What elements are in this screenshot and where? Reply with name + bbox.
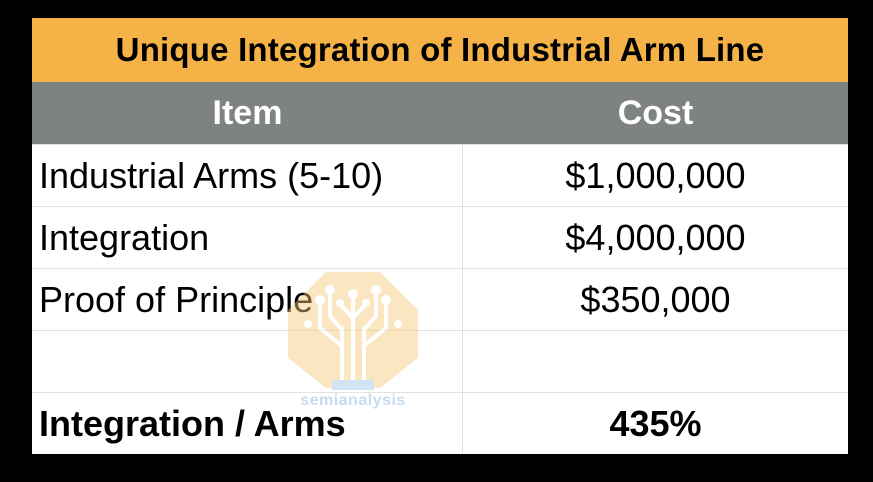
row-item: Integration (32, 207, 463, 268)
header-cost: Cost (617, 93, 694, 132)
row-cost: $1,000,000 (565, 154, 746, 196)
row-item (32, 331, 463, 392)
row-item: Industrial Arms (5-10) (32, 145, 463, 206)
table-row: Industrial Arms (5-10) $1,000,000 (32, 144, 848, 206)
row-item: Proof of Principle (32, 269, 463, 330)
row-cost: $350,000 (580, 278, 731, 320)
table-title: Unique Integration of Industrial Arm Lin… (32, 18, 848, 82)
total-item: Integration / Arms (32, 393, 463, 454)
table-row-empty (32, 330, 848, 392)
row-cost (463, 331, 848, 392)
table-row: Integration $4,000,000 (32, 206, 848, 268)
header-row: Item Cost (32, 82, 848, 144)
total-cost: 435% (609, 402, 702, 444)
row-cost: $4,000,000 (565, 216, 746, 258)
table-row: Proof of Principle $350,000 (32, 268, 848, 330)
header-item: Item (212, 93, 283, 132)
total-row: Integration / Arms 435% (32, 392, 848, 454)
cost-table: Unique Integration of Industrial Arm Lin… (32, 18, 848, 454)
